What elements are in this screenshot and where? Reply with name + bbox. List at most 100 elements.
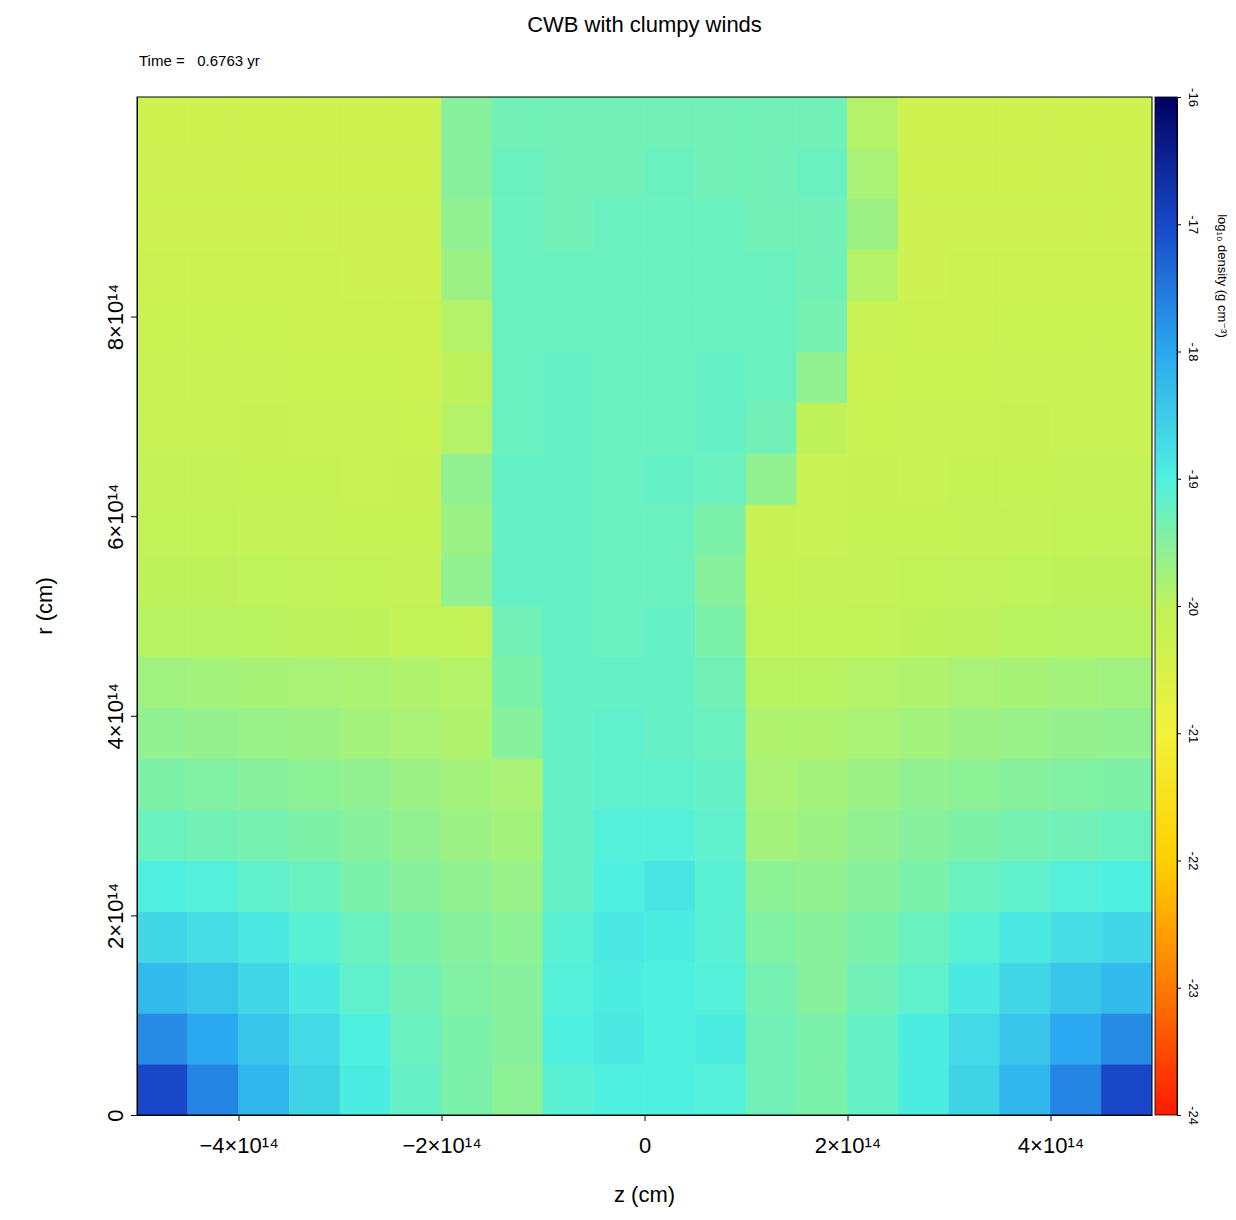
heatmap-cell	[492, 301, 543, 352]
heatmap-cell	[594, 250, 645, 301]
heatmap-cell	[898, 148, 949, 199]
heatmap-cell	[137, 97, 188, 148]
heatmap-cell	[898, 555, 949, 606]
heatmap-cell	[289, 199, 340, 250]
heatmap-cell	[1051, 352, 1102, 403]
heatmap-cell	[898, 301, 949, 352]
heatmap-cell	[543, 250, 594, 301]
heatmap-cell	[543, 962, 594, 1013]
heatmap-cell	[239, 352, 290, 403]
heatmap-cell	[898, 402, 949, 453]
heatmap-cell	[289, 962, 340, 1013]
tick-label: -23	[1186, 979, 1201, 998]
heatmap-cell	[1000, 810, 1051, 861]
heatmap-cell	[746, 861, 797, 912]
heatmap-cell	[188, 199, 239, 250]
heatmap-cell	[1051, 606, 1102, 657]
colorbar	[1155, 97, 1177, 1115]
heatmap-cell	[1051, 97, 1102, 148]
heatmap-cell	[848, 148, 899, 199]
heatmap-cell	[239, 250, 290, 301]
heatmap-cell	[645, 352, 696, 403]
heatmap-cell	[492, 97, 543, 148]
heatmap-cell	[492, 555, 543, 606]
heatmap-cell	[695, 861, 746, 912]
heatmap-cell	[188, 657, 239, 708]
heatmap-cell	[1101, 199, 1152, 250]
heatmap-cell	[492, 810, 543, 861]
heatmap-cell	[340, 810, 391, 861]
heatmap-cell	[442, 250, 493, 301]
heatmap-cell	[543, 810, 594, 861]
tick-mark	[1177, 861, 1181, 862]
heatmap-cell	[543, 148, 594, 199]
heatmap-cell	[188, 301, 239, 352]
heatmap-cell	[746, 810, 797, 861]
heatmap-cell	[442, 504, 493, 555]
heatmap-cell	[543, 97, 594, 148]
heatmap-cell	[1000, 301, 1051, 352]
heatmap-cell	[289, 148, 340, 199]
heatmap-cell	[898, 861, 949, 912]
heatmap-cell	[1051, 708, 1102, 759]
heatmap-cell	[1051, 911, 1102, 962]
heatmap-cell	[239, 148, 290, 199]
heatmap-cell	[492, 1064, 543, 1115]
heatmap-cell	[492, 911, 543, 962]
heatmap-cell	[746, 1013, 797, 1064]
heatmap-cell	[137, 759, 188, 810]
heatmap-cell	[391, 962, 442, 1013]
heatmap-cell	[442, 657, 493, 708]
heatmap-cell	[289, 250, 340, 301]
heatmap-cell	[188, 250, 239, 301]
heatmap-cell	[188, 708, 239, 759]
heatmap-cell	[695, 199, 746, 250]
heatmap-cell	[848, 402, 899, 453]
heatmap-cell	[391, 148, 442, 199]
heatmap-cell	[442, 861, 493, 912]
heatmap-cell	[391, 199, 442, 250]
heatmap-cell	[848, 199, 899, 250]
heatmap-cell	[137, 555, 188, 606]
heatmap-cell	[1101, 810, 1152, 861]
heatmap-cell	[898, 911, 949, 962]
heatmap-cell	[1000, 555, 1051, 606]
heatmap-cell	[1000, 1064, 1051, 1115]
heatmap-cell	[594, 861, 645, 912]
heatmap-cell	[848, 555, 899, 606]
heatmap-cell	[645, 504, 696, 555]
heatmap-cell	[797, 504, 848, 555]
heatmap-cell	[137, 1064, 188, 1115]
heatmap-cell	[137, 199, 188, 250]
heatmap-cell	[645, 97, 696, 148]
heatmap-cell	[898, 504, 949, 555]
tick: 2×10¹⁴	[815, 1115, 881, 1158]
tick: 8×10¹⁴	[103, 284, 137, 350]
heatmap-cell	[594, 97, 645, 148]
heatmap-cell	[391, 606, 442, 657]
heatmap-cell	[1051, 759, 1102, 810]
heatmap-cell	[695, 555, 746, 606]
heatmap-cell	[1000, 504, 1051, 555]
heatmap-cell	[340, 250, 391, 301]
heatmap-cell	[949, 1064, 1000, 1115]
heatmap-cell	[797, 606, 848, 657]
heatmap-cell	[442, 810, 493, 861]
x-axis: −4×10¹⁴−2×10¹⁴02×10¹⁴4×10¹⁴	[138, 1115, 1153, 1158]
heatmap-cell	[594, 606, 645, 657]
heatmap-cell	[1000, 911, 1051, 962]
heatmap-cell	[848, 97, 899, 148]
heatmap-cell	[340, 199, 391, 250]
heatmap-cell	[1051, 199, 1102, 250]
heatmap-cell	[797, 861, 848, 912]
heatmap-cell	[137, 148, 188, 199]
heatmap-cell	[239, 199, 290, 250]
tick: -19	[1177, 470, 1201, 489]
heatmap-cell	[848, 810, 899, 861]
heatmap-cell	[797, 352, 848, 403]
heatmap-cell	[239, 402, 290, 453]
heatmap-cell	[340, 657, 391, 708]
subtitle: Time = 0.6763 yr	[139, 52, 260, 69]
heatmap-cell	[340, 148, 391, 199]
heatmap-cell	[391, 1064, 442, 1115]
